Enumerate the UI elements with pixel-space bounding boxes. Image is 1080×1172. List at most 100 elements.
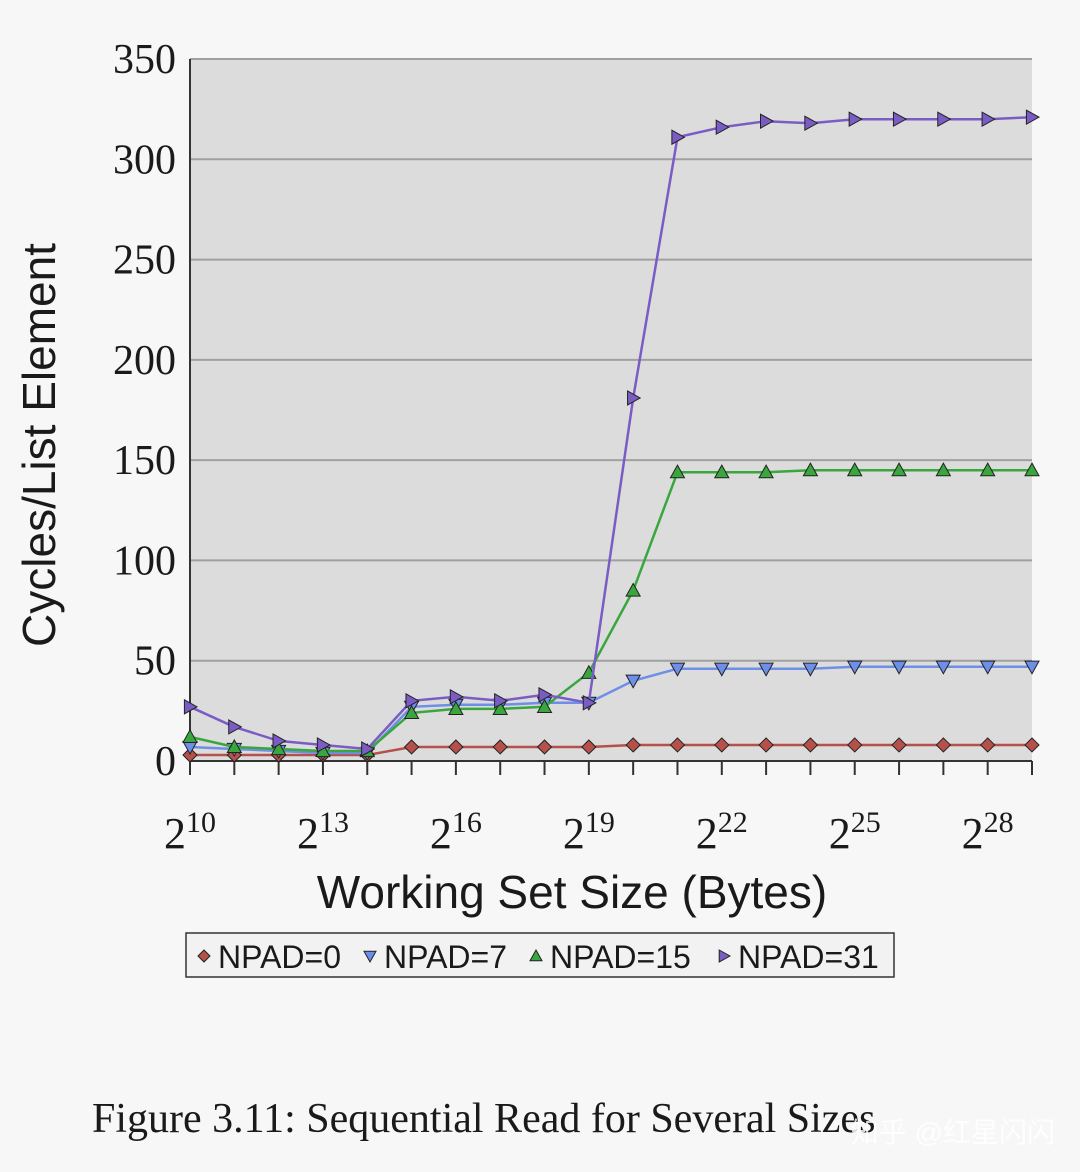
x-tick-label: 210 <box>164 806 216 858</box>
data-point <box>846 462 863 477</box>
data-point <box>182 728 198 744</box>
data-point <box>316 737 331 753</box>
y-tick-label: 250 <box>113 238 176 284</box>
data-point <box>1024 660 1040 675</box>
y-axis-label: Cycles/List Element <box>13 243 65 647</box>
data-point <box>713 662 730 677</box>
data-point <box>892 111 908 128</box>
legend-label: NPAD=7 <box>384 939 507 975</box>
data-point <box>981 111 996 128</box>
x-tick-label: 222 <box>696 806 748 858</box>
data-point <box>669 464 686 479</box>
data-point <box>891 660 907 675</box>
legend-marker <box>529 948 543 962</box>
data-point <box>1024 462 1040 477</box>
series-group <box>182 109 1041 763</box>
data-point <box>802 662 819 677</box>
x-tick-label: 216 <box>430 806 482 858</box>
data-point <box>979 660 996 675</box>
data-point <box>937 111 952 128</box>
data-point <box>979 737 996 753</box>
legend: NPAD=0 NPAD=7 NPAD=15 NPAD=31 <box>185 932 895 978</box>
legend-box <box>185 932 895 978</box>
legend-label: NPAD=31 <box>738 939 879 975</box>
data-point <box>625 582 642 597</box>
y-tick-labels: 0 50 100 150 200 250 300 350 <box>113 37 176 785</box>
data-point <box>802 462 819 477</box>
data-point <box>1024 737 1040 753</box>
data-point <box>935 462 952 477</box>
data-point <box>226 738 243 754</box>
x-tick-label: 219 <box>563 806 615 858</box>
data-point <box>671 129 686 146</box>
data-point <box>582 694 597 711</box>
data-point <box>669 662 686 677</box>
data-point <box>802 737 819 753</box>
data-point <box>228 719 243 735</box>
data-point <box>625 674 642 689</box>
plot-area <box>190 59 1032 761</box>
data-point <box>714 737 730 753</box>
series-npad-15 <box>182 462 1040 758</box>
series-line <box>189 468 1032 753</box>
data-point <box>536 739 553 755</box>
y-tick-label: 300 <box>113 137 176 183</box>
x-tick-label: 213 <box>297 806 349 858</box>
legend-marker <box>363 950 377 964</box>
watermark: 知乎 @红星闪闪 <box>851 1117 1055 1148</box>
y-tick-label: 150 <box>113 438 176 484</box>
legend-marker <box>718 949 732 963</box>
series-line <box>189 665 1032 755</box>
data-point <box>361 741 376 757</box>
data-point <box>492 700 509 715</box>
data-point <box>448 739 464 755</box>
data-point <box>536 698 553 713</box>
x-axis-label: Working Set Size (Bytes) <box>317 866 827 918</box>
data-point <box>538 686 553 703</box>
data-point <box>804 115 819 132</box>
data-point <box>979 462 996 477</box>
data-point <box>403 704 420 719</box>
data-point <box>891 462 907 477</box>
legend-marker <box>197 949 211 963</box>
data-point <box>715 119 730 136</box>
data-point <box>758 662 774 677</box>
data-point <box>846 660 863 675</box>
data-point <box>935 660 952 675</box>
y-tick-label: 0 <box>155 739 176 785</box>
figure-caption: Figure 3.11: Sequential Read for Several… <box>92 1096 875 1142</box>
data-point <box>848 111 863 128</box>
series-line <box>189 115 1033 751</box>
data-point <box>760 113 775 130</box>
x-tick-label: 228 <box>962 806 1014 858</box>
data-point <box>847 737 863 753</box>
y-tick-label: 350 <box>113 37 176 83</box>
data-point <box>669 737 686 753</box>
data-point <box>581 739 597 755</box>
data-point <box>891 737 907 753</box>
series-npad-31 <box>183 109 1041 757</box>
y-tick-label: 50 <box>134 639 176 685</box>
data-point <box>492 739 508 755</box>
data-point <box>758 737 774 753</box>
data-point <box>448 700 464 715</box>
data-point <box>403 739 420 755</box>
y-tick-label: 200 <box>113 338 176 384</box>
x-tick-labels: 210 213 216 219 222 225 228 <box>164 806 1014 858</box>
data-point <box>449 688 464 705</box>
data-point <box>713 464 730 479</box>
data-point <box>405 692 420 709</box>
data-point <box>270 740 287 756</box>
data-point <box>183 698 199 715</box>
data-point <box>494 692 509 709</box>
y-tick-label: 100 <box>113 538 176 584</box>
grid-lines <box>189 58 1033 775</box>
x-tick-label: 225 <box>829 806 881 858</box>
data-point <box>1025 109 1041 126</box>
legend-label: NPAD=0 <box>218 939 341 975</box>
data-point <box>935 737 952 753</box>
data-point <box>758 464 774 479</box>
data-point <box>625 737 641 753</box>
